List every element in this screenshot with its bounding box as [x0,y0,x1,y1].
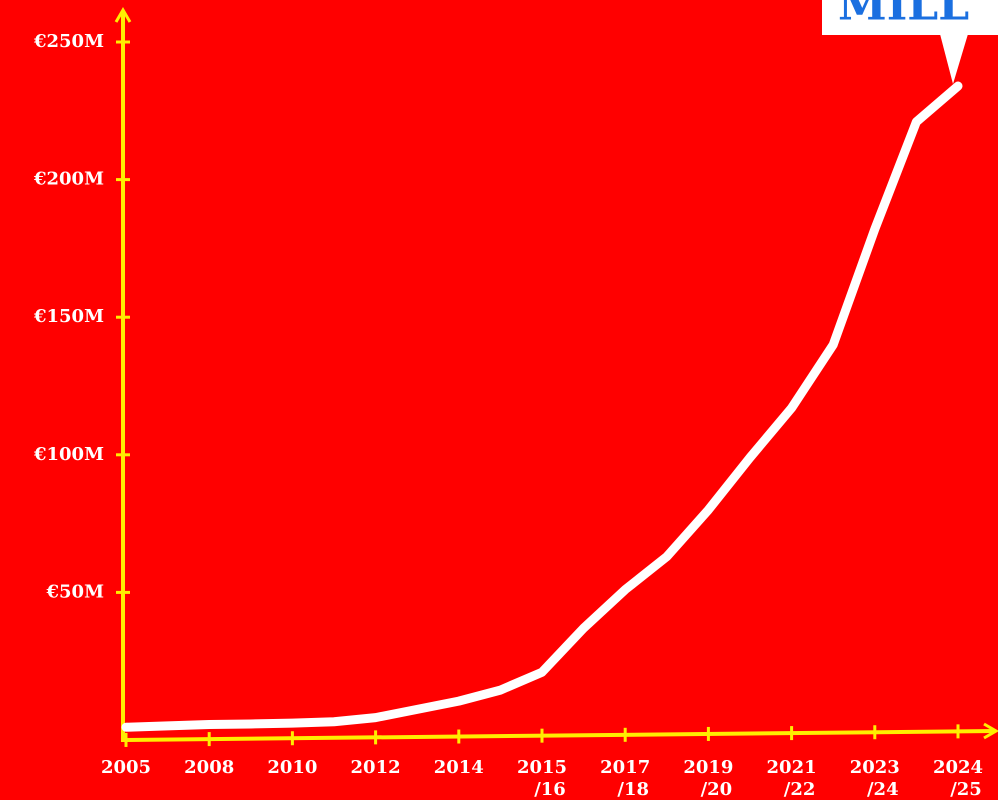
x-tick-label: 2014 [434,757,484,778]
y-tick-label: €250M [33,31,104,52]
annotation-box [822,0,998,35]
x-tick-label: 2019/20 [683,757,733,800]
y-tick-label: €100M [33,444,104,465]
y-tick-label: €150M [33,306,104,327]
x-tick-label: 2024/25 [933,757,983,800]
annotation-pointer [940,34,968,84]
y-tick-label: €50M [46,581,105,602]
x-tick-label: 2015/16 [517,757,567,800]
x-tick-label: 2005 [101,757,151,778]
data-line [121,81,963,732]
x-tick-label: 2012 [351,757,401,778]
y-axis-arrow [114,7,132,23]
x-tick-label: 2008 [184,757,234,778]
x-tick-label: 2023/24 [850,757,900,800]
x-axis-arrow [983,722,998,740]
annotation: MILL [838,0,969,31]
x-tick-label: 2021/22 [767,757,817,800]
x-tick-label: 2010 [267,757,317,778]
x-tick-label: 2017/18 [600,757,650,800]
x-axis [120,729,995,742]
y-tick-label: €200M [33,169,104,190]
